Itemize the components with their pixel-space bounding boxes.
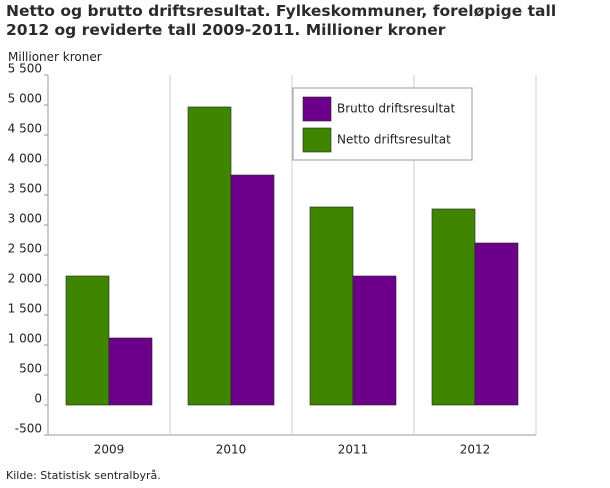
y-tick-label: 3 500 <box>8 182 42 196</box>
legend-swatch <box>302 127 332 153</box>
x-tick-label: 2010 <box>216 443 247 457</box>
bar <box>65 275 110 406</box>
y-tick-label: 4 000 <box>8 152 42 166</box>
y-tick-label: 5 500 <box>8 62 42 76</box>
y-tick-label: 5 000 <box>8 92 42 106</box>
bar <box>431 208 476 406</box>
y-tick-label: 1 500 <box>8 302 42 316</box>
bar <box>108 337 153 406</box>
legend-label: Netto driftsresultat <box>337 133 451 147</box>
legend-swatch <box>302 96 332 122</box>
y-tick-label: -500 <box>15 422 42 436</box>
y-tick-label: 3 000 <box>8 212 42 226</box>
x-tick-label: 2012 <box>460 443 491 457</box>
y-tick-label: 1 000 <box>8 332 42 346</box>
bar <box>230 174 275 406</box>
y-tick-label: 2 500 <box>8 242 42 256</box>
bar <box>309 206 354 406</box>
y-tick-label: 0 <box>34 392 42 406</box>
x-tick-label: 2011 <box>338 443 369 457</box>
y-tick-label: 500 <box>19 362 42 376</box>
y-tick-label: 2 000 <box>8 272 42 286</box>
bar <box>187 106 232 406</box>
bar <box>474 242 519 406</box>
y-tick-label: 4 500 <box>8 122 42 136</box>
legend-label: Brutto driftsresultat <box>337 102 455 116</box>
source: Kilde: Statistisk sentralbyrå. <box>6 469 161 482</box>
y-axis-label: Millioner kroner <box>8 50 102 64</box>
x-tick-label: 2009 <box>94 443 125 457</box>
bar <box>352 275 397 406</box>
chart-title: Netto og brutto driftsresultat. Fylkesko… <box>6 2 557 39</box>
